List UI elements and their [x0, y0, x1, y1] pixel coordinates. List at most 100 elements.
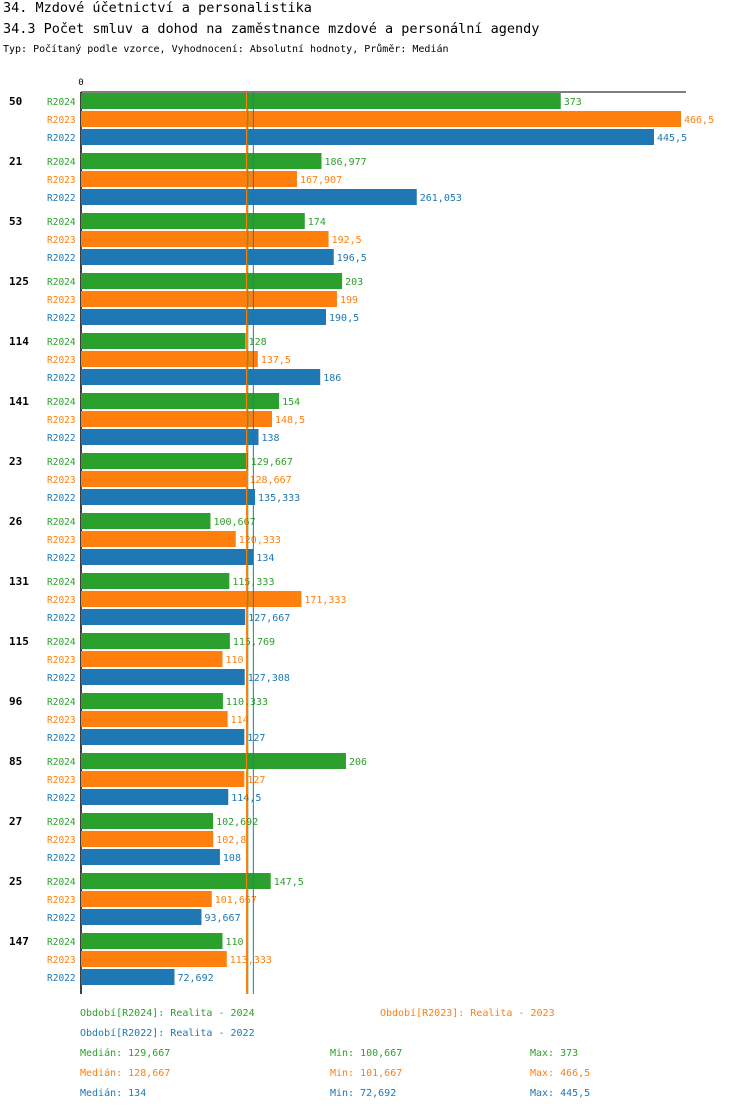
series-label-r2023: R2023 — [47, 475, 76, 486]
x-tick-label-0: 0 — [78, 78, 83, 88]
value-label-r2022: 138 — [261, 433, 279, 444]
value-label-r2022: 186 — [323, 373, 341, 384]
chart-type-line: Typ: Počítaný podle vzorce, Vyhodnocení:… — [3, 44, 449, 55]
bar-r2024 — [81, 513, 211, 529]
category-label: 147 — [9, 935, 29, 948]
value-label-r2024: 203 — [345, 277, 363, 288]
series-label-r2022: R2022 — [47, 133, 76, 144]
series-label-r2023: R2023 — [47, 295, 76, 306]
bar-r2024 — [81, 813, 214, 829]
series-label-r2022: R2022 — [47, 193, 76, 204]
category-label: 25 — [9, 875, 22, 888]
series-label-r2023: R2023 — [47, 595, 76, 606]
series-label-r2022: R2022 — [47, 913, 76, 924]
value-label-r2022: 134 — [256, 553, 274, 564]
bar-r2023 — [81, 711, 228, 727]
series-label-r2023: R2023 — [47, 895, 76, 906]
chart-subtitle: 34.3 Počet smluv a dohod na zaměstnance … — [3, 21, 540, 37]
series-label-r2023: R2023 — [47, 835, 76, 846]
bar-r2024 — [81, 933, 223, 949]
value-label-r2023: 101,667 — [215, 895, 257, 906]
legend-r2024: Období[R2024]: Realita - 2024 — [80, 1008, 255, 1019]
bar-r2022 — [81, 609, 246, 625]
bar-r2024 — [81, 273, 343, 289]
median-r2023: Medián: 128,667 — [80, 1068, 171, 1079]
category-label: 53 — [9, 215, 22, 228]
bar-r2022 — [81, 309, 327, 325]
value-label-r2022: 445,5 — [657, 133, 687, 144]
bar-r2024 — [81, 153, 322, 169]
series-label-r2022: R2022 — [47, 553, 76, 564]
series-label-r2023: R2023 — [47, 175, 76, 186]
series-label-r2023: R2023 — [47, 535, 76, 546]
category-label: 85 — [9, 755, 22, 768]
min-r2023: Min: 101,667 — [330, 1068, 403, 1079]
series-label-r2024: R2024 — [47, 457, 76, 468]
series-label-r2022: R2022 — [47, 373, 76, 384]
category-label: 21 — [9, 155, 23, 168]
series-label-r2022: R2022 — [47, 733, 76, 744]
series-label-r2022: R2022 — [47, 493, 76, 504]
value-label-r2022: 127,308 — [248, 673, 290, 684]
category-label: 114 — [9, 335, 29, 348]
min-r2024: Min: 100,667 — [330, 1048, 403, 1059]
series-label-r2024: R2024 — [47, 97, 76, 108]
value-label-r2023: 466,5 — [684, 115, 714, 126]
value-label-r2023: 114 — [231, 715, 249, 726]
series-label-r2024: R2024 — [47, 937, 76, 948]
category-label: 131 — [9, 575, 29, 588]
series-label-r2023: R2023 — [47, 415, 76, 426]
bar-r2022 — [81, 129, 654, 145]
series-label-r2024: R2024 — [47, 697, 76, 708]
value-label-r2024: 115,769 — [233, 637, 275, 648]
value-label-r2023: 120,333 — [239, 535, 281, 546]
category-label: 125 — [9, 275, 29, 288]
series-label-r2024: R2024 — [47, 817, 76, 828]
bar-r2024 — [81, 573, 230, 589]
min-r2022: Min: 72,692 — [330, 1088, 397, 1099]
series-label-r2024: R2024 — [47, 217, 76, 228]
bar-r2023 — [81, 111, 681, 127]
value-label-r2022: 196,5 — [337, 253, 367, 264]
value-label-r2022: 190,5 — [329, 313, 359, 324]
bar-r2023 — [81, 771, 245, 787]
value-label-r2024: 154 — [282, 397, 300, 408]
bar-r2024 — [81, 693, 223, 709]
series-label-r2023: R2023 — [47, 655, 76, 666]
legend-r2023: Období[R2023]: Realita - 2023 — [380, 1008, 555, 1019]
series-label-r2022: R2022 — [47, 253, 76, 264]
bar-r2024 — [81, 453, 248, 469]
value-label-r2024: 186,977 — [324, 157, 366, 168]
series-label-r2024: R2024 — [47, 757, 76, 768]
bar-r2022 — [81, 849, 220, 865]
bar-r2023 — [81, 471, 247, 487]
series-label-r2023: R2023 — [47, 775, 76, 786]
value-label-r2024: 128 — [249, 337, 267, 348]
category-label: 27 — [9, 815, 22, 828]
bar-r2023 — [81, 651, 223, 667]
bar-r2023 — [81, 291, 337, 307]
value-label-r2024: 102,692 — [216, 817, 258, 828]
category-label: 50 — [9, 95, 22, 108]
value-label-r2023: 192,5 — [332, 235, 362, 246]
bar-r2023 — [81, 891, 212, 907]
series-label-r2024: R2024 — [47, 577, 76, 588]
legend-r2022: Období[R2022]: Realita - 2022 — [80, 1028, 255, 1039]
value-label-r2022: 127 — [247, 733, 265, 744]
category-label: 26 — [9, 515, 23, 528]
bar-r2022 — [81, 369, 321, 385]
bar-r2022 — [81, 969, 175, 985]
series-label-r2022: R2022 — [47, 313, 76, 324]
value-label-r2023: 171,333 — [304, 595, 346, 606]
series-label-r2024: R2024 — [47, 397, 76, 408]
series-label-r2022: R2022 — [47, 673, 76, 684]
bar-r2023 — [81, 951, 227, 967]
bar-r2023 — [81, 831, 214, 847]
bar-r2024 — [81, 393, 280, 409]
value-label-r2022: 72,692 — [177, 973, 213, 984]
series-label-r2022: R2022 — [47, 433, 76, 444]
bar-r2022 — [81, 429, 259, 445]
value-label-r2023: 113,333 — [230, 955, 272, 966]
bar-r2022 — [81, 189, 417, 205]
value-label-r2023: 137,5 — [261, 355, 291, 366]
